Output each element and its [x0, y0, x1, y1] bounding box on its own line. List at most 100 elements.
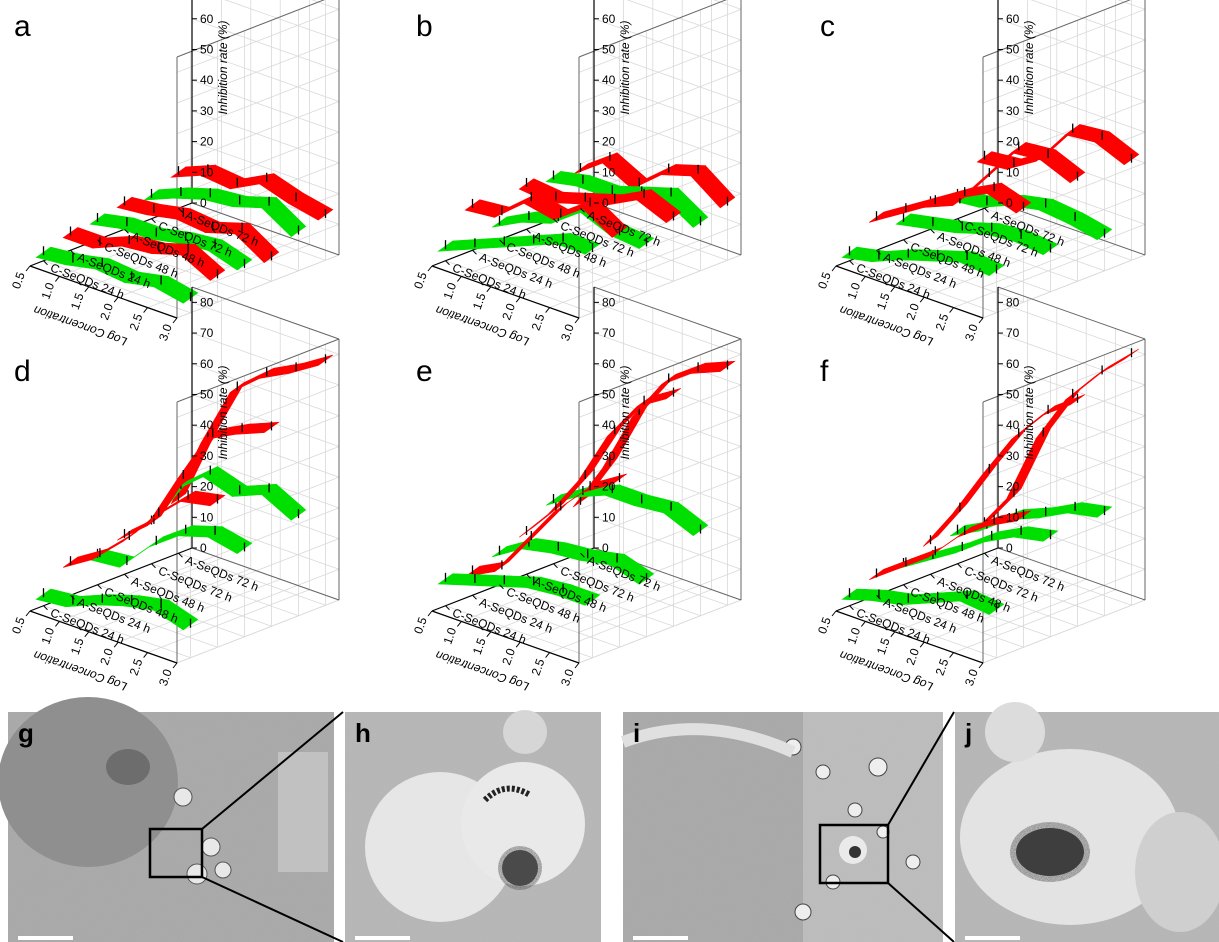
ribbon-segment — [636, 189, 682, 224]
vacuole-region — [803, 712, 943, 942]
ribbon-segment — [153, 276, 199, 304]
y-tick — [526, 573, 531, 579]
gridline — [578, 223, 742, 288]
axis-line — [835, 610, 984, 664]
ribbon-segment — [207, 526, 253, 554]
ribbon-series — [519, 387, 681, 538]
x-tick — [890, 286, 896, 293]
z-tick-label: 10 — [602, 510, 616, 524]
x-tick-label: 1.5 — [68, 636, 87, 657]
ribbon-segment — [959, 590, 1005, 615]
x-tick-label: 1.5 — [470, 291, 489, 312]
vesicle — [186, 863, 208, 885]
z-tick-label: 20 — [200, 135, 214, 149]
x-tick — [143, 307, 148, 313]
gridline — [982, 162, 1146, 227]
x-tick-label: 1.5 — [470, 636, 489, 657]
vesicle — [1135, 812, 1219, 932]
gridline — [553, 563, 701, 617]
panel-label: d — [14, 355, 31, 388]
axis-line — [29, 610, 178, 664]
x-tick-label: 2.0 — [499, 301, 518, 322]
x-tick — [978, 662, 984, 669]
x-tick-label: 3.0 — [558, 667, 577, 688]
ribbon-segment — [1040, 149, 1086, 184]
x-tick-label: 2.0 — [499, 646, 518, 667]
x-tick — [515, 641, 521, 648]
y-tick — [445, 260, 450, 266]
ribbon-series — [143, 187, 307, 238]
y-tick — [70, 249, 75, 255]
x-tick — [515, 296, 521, 303]
gridline — [578, 70, 742, 135]
y-tick — [499, 239, 504, 245]
gridline — [849, 260, 997, 314]
ribbon-series — [464, 192, 628, 238]
y-tick — [526, 228, 531, 234]
scale-bar — [633, 936, 688, 940]
gridline — [849, 605, 997, 659]
nanoparticle-cluster — [502, 850, 538, 886]
z-tick-label: 50 — [1006, 387, 1020, 401]
gridline — [997, 424, 1146, 478]
box-edge — [191, 286, 340, 340]
ribbon-segment — [233, 421, 280, 435]
z-tick-label: 40 — [602, 73, 616, 87]
gridline — [930, 228, 1078, 282]
gridline — [176, 70, 340, 135]
ribbon-segment — [1094, 131, 1140, 166]
gridline — [176, 39, 340, 104]
ribbon-series — [117, 421, 280, 541]
x-tick — [861, 276, 866, 282]
y-tick — [70, 594, 75, 600]
x-tick — [890, 631, 896, 638]
x-tick-label: 1.0 — [38, 625, 57, 646]
z-tick-label: 10 — [602, 165, 616, 179]
tem-panel-g: g — [0, 697, 334, 942]
gridline — [982, 568, 1146, 633]
x-tick — [457, 621, 462, 627]
panel-label: b — [416, 10, 433, 43]
gridline — [982, 507, 1146, 572]
chart-panel-b: b 0 10 20 30 40 50 60 70 80 Inhibition rate (%) 3.0… — [411, 0, 742, 349]
x-tick — [919, 641, 925, 648]
gridline — [578, 446, 742, 510]
chart-panel-f: f 0 10 20 30 40 50 60 70 80 Inhibition rate (%) 3.0… — [815, 286, 1146, 694]
box-edge — [997, 202, 1146, 256]
gridline — [982, 599, 1146, 664]
z-tick-label: 50 — [602, 387, 616, 401]
gridline — [593, 49, 742, 102]
box-edge — [578, 338, 742, 403]
x-tick — [113, 641, 119, 648]
zoom-box — [818, 823, 890, 885]
gridline — [982, 353, 1146, 418]
gridline — [176, 254, 340, 319]
box-edge — [997, 547, 1146, 601]
x-tick-label: 3.0 — [156, 667, 175, 688]
ribbon-series — [841, 588, 1005, 615]
x-tick-label: 2.5 — [127, 312, 146, 333]
z-tick-label: 20 — [602, 135, 616, 149]
y-tick — [957, 563, 962, 569]
gridline — [997, 332, 1146, 386]
x-tick-label: 2.5 — [933, 312, 952, 333]
box-edge — [191, 547, 340, 601]
x-tick-label: 1.0 — [440, 625, 459, 646]
ribbon-segment — [464, 199, 510, 218]
gridline — [1030, 0, 1146, 41]
x-tick — [919, 296, 925, 303]
x-tick — [427, 265, 433, 272]
ribbon-segment — [261, 483, 307, 521]
gridline — [97, 239, 245, 293]
gridline — [997, 171, 1146, 225]
ribbon-segment — [959, 251, 1005, 277]
ribbon-segment — [986, 182, 1032, 214]
x-tick-label: 1.5 — [874, 291, 893, 312]
panel-label: j — [964, 718, 972, 748]
gridline — [553, 218, 701, 272]
box-edge — [593, 202, 742, 256]
gridline — [124, 573, 272, 627]
x-tick — [486, 631, 492, 638]
gridline — [43, 260, 191, 314]
vesicle — [503, 710, 547, 754]
